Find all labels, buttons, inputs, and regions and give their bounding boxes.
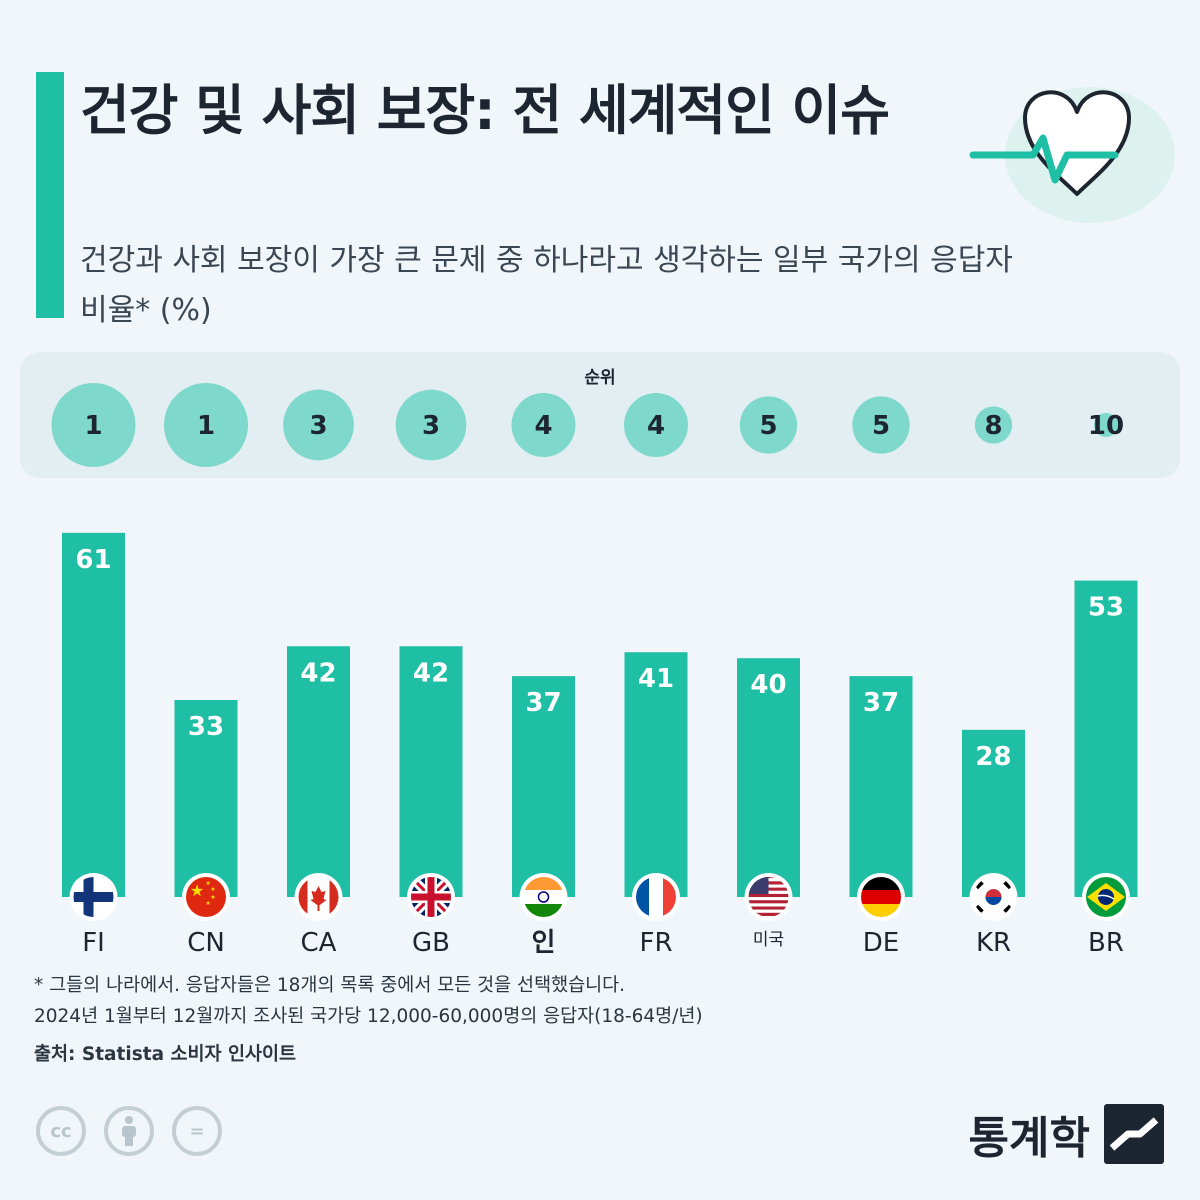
bar (962, 729, 1025, 897)
flag-de-icon (857, 873, 905, 921)
rank-label: 8 (984, 411, 1002, 441)
flag-in-icon (519, 873, 568, 921)
creative-commons-icon[interactable]: cc (36, 1106, 86, 1156)
category-label: FR (639, 928, 672, 958)
bar-value-label: 28 (975, 742, 1011, 772)
svg-text:★: ★ (210, 886, 215, 893)
bar-value-label: 53 (1088, 593, 1124, 623)
rank-circle (624, 393, 688, 457)
title-accent-bar (36, 72, 64, 318)
brand-name: 통계학 (968, 1113, 1090, 1164)
flag-ca-icon (294, 873, 343, 921)
bar (849, 676, 913, 897)
bar-value-label: 37 (525, 688, 561, 718)
heart-pulse-icon (969, 87, 1175, 223)
flag-kr-icon (969, 873, 1018, 921)
category-label: 미국 (753, 930, 784, 950)
rank-circle (974, 406, 1013, 444)
rank-circle (1094, 413, 1118, 437)
rank-circle (511, 393, 576, 457)
category-label: GB (412, 928, 450, 958)
flag-br-icon (1082, 873, 1130, 921)
statista-logo-icon[interactable] (1104, 1104, 1164, 1164)
bar-value-label: 42 (300, 658, 336, 688)
category-label: 인 (532, 928, 556, 958)
svg-text:★: ★ (205, 880, 210, 887)
rank-circle (852, 396, 910, 454)
bar (62, 532, 125, 897)
rank-circle (51, 383, 136, 467)
rank-label: 1 (84, 411, 102, 441)
footnote: * 그들의 나라에서. 응답자들은 18개의 목록 중에서 모든 것을 선택했습… (34, 970, 703, 1032)
rank-label: 3 (309, 411, 327, 441)
rank-heading: 순위 (584, 368, 616, 388)
chart-title: 건강 및 사회 보장: 전 세계적인 이슈 (80, 79, 890, 142)
rank-label: 5 (872, 411, 890, 441)
svg-text:★: ★ (210, 894, 215, 901)
bar (624, 652, 688, 897)
flag-cn-icon: ★ ★★★★ (182, 873, 230, 921)
category-label: DE (863, 928, 899, 958)
flag-fi-icon (69, 873, 118, 921)
flag-us-icon (744, 873, 793, 921)
svg-text:★: ★ (205, 900, 210, 907)
rank-circle (395, 389, 467, 461)
flag-fr-icon (632, 873, 680, 921)
rank-circle (164, 383, 248, 467)
attribution-person-icon[interactable] (104, 1106, 154, 1156)
rank-label: 10 (1088, 411, 1124, 441)
bar (287, 646, 350, 897)
bar (1074, 580, 1138, 897)
rank-label: 1 (197, 411, 215, 441)
rank-circle (739, 396, 798, 454)
bar (174, 699, 238, 897)
rank-label: 3 (422, 411, 440, 441)
license-icons: cc = (36, 1106, 222, 1156)
flag-gb-icon (407, 873, 455, 921)
category-label: KR (976, 928, 1011, 958)
category-label: CA (301, 928, 337, 958)
rank-label: 5 (759, 411, 777, 441)
bar (512, 676, 575, 897)
rank-circle (283, 389, 354, 461)
bar-value-label: 37 (863, 688, 899, 718)
rank-label: 4 (647, 411, 665, 441)
category-label: BR (1088, 928, 1124, 958)
category-label: FI (82, 928, 105, 958)
bar-value-label: 33 (188, 712, 224, 742)
bar-value-label: 42 (413, 658, 449, 688)
bar-value-label: 61 (75, 545, 111, 575)
footnote-line-2: 2024년 1월부터 12월까지 조사된 국가당 12,000-60,000명의… (34, 1006, 703, 1027)
source-text: 출처: Statista 소비자 인사이트 (34, 1044, 297, 1065)
bar-value-label: 40 (750, 670, 786, 700)
no-derivatives-icon[interactable]: = (172, 1106, 222, 1156)
category-label: CN (187, 928, 225, 958)
svg-text:★: ★ (190, 881, 204, 900)
rank-label: 4 (534, 411, 552, 441)
bar (737, 658, 800, 897)
bar-value-label: 41 (638, 664, 674, 694)
bar (399, 646, 463, 897)
chart-subtitle: 건강과 사회 보장이 가장 큰 문제 중 하나라고 생각하는 일부 국가의 응답… (80, 243, 1013, 328)
footnote-line-1: * 그들의 나라에서. 응답자들은 18개의 목록 중에서 모든 것을 선택했습… (34, 975, 626, 996)
